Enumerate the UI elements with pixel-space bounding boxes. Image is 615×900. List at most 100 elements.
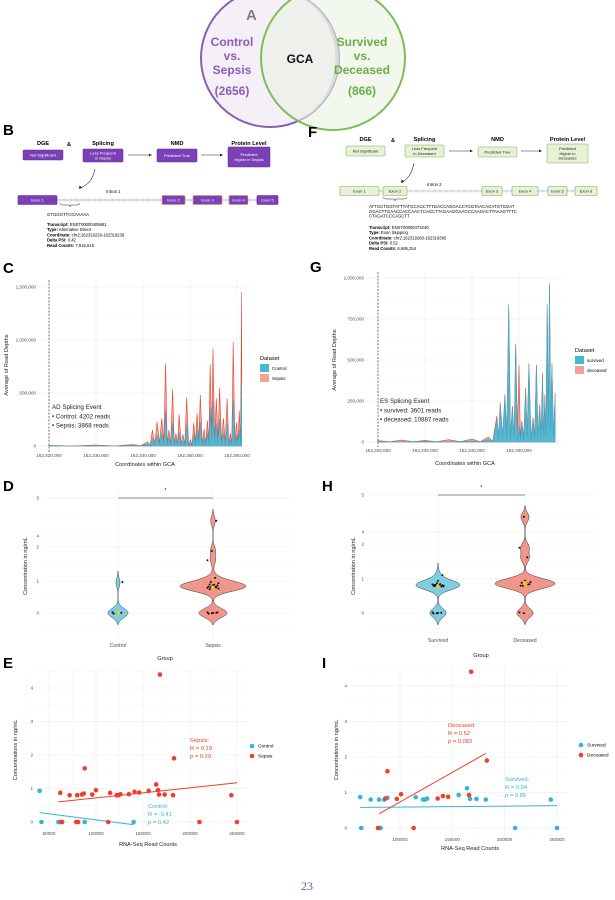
annotation-text: • Control: 4202 reads — [52, 413, 110, 420]
brace-icon — [59, 202, 81, 208]
x-tick-label: 162,340,000 — [459, 448, 485, 453]
data-point-sepsis — [75, 819, 81, 825]
step-box-text: Predicted True — [484, 149, 511, 154]
data-point — [208, 583, 211, 586]
venn-right-line1: Survived — [337, 35, 388, 49]
exon-box — [192, 195, 223, 205]
detail-key: Read Counts: — [369, 246, 396, 251]
data-point-sepsis — [105, 819, 111, 825]
annotation-text: • deceased: 10887 reads — [380, 417, 449, 424]
exon-box — [161, 195, 186, 205]
annotation-text: ES Splicing Event — [380, 398, 429, 405]
arrowhead-icon — [220, 153, 223, 157]
data-point-deceased — [466, 792, 472, 798]
data-point-control — [37, 788, 42, 794]
data-point-control — [131, 819, 136, 825]
step-title: Protein Level — [231, 141, 267, 147]
correlation-annotation: Survived: — [505, 777, 530, 783]
data-point — [440, 611, 443, 614]
x-tick-label: 162,340,000 — [130, 453, 156, 458]
step-box-text: Less Frequent — [90, 151, 116, 156]
detail-key: Delta PSI: — [47, 238, 67, 243]
area-series-control — [48, 382, 242, 447]
data-point — [433, 583, 436, 586]
exon-box — [228, 195, 249, 205]
data-point — [519, 584, 522, 587]
legend-label: Control — [258, 744, 273, 750]
data-point — [217, 587, 220, 590]
exon-label: Exon 3 — [201, 198, 214, 203]
legend-swatch — [575, 366, 584, 374]
data-point-deceased — [383, 796, 388, 801]
data-point — [213, 583, 216, 586]
data-point — [518, 611, 521, 614]
step-box — [22, 149, 64, 161]
step-box-text: Higher in Sepsis — [234, 157, 263, 162]
x-tick-label: 162,350,000 — [177, 453, 203, 458]
detail-key: Coordinate: — [369, 235, 393, 240]
violin-deceased — [494, 505, 556, 625]
data-point — [522, 612, 525, 615]
detail-key: Type: — [369, 230, 380, 235]
data-point-survived — [357, 794, 363, 800]
curved-arrow-icon — [401, 162, 415, 183]
step-box-text: in Sepsis — [95, 155, 111, 160]
data-point — [520, 581, 523, 584]
data-point — [441, 574, 444, 577]
step-box-text: Predicted True — [164, 153, 191, 158]
y-tick-label: 2 — [30, 753, 33, 758]
exon-box — [382, 186, 408, 196]
panel_b-diagram: B DGE Not Significant Splicing Less Frequent… — [3, 122, 279, 248]
x-tick-label: Survived — [428, 638, 448, 644]
data-point — [440, 585, 443, 588]
data-point-control — [39, 819, 44, 825]
data-point-survived — [424, 796, 430, 801]
venn-overlap-label: GCA — [287, 52, 314, 66]
panel-label-e: E — [3, 655, 13, 672]
regression-line-sepsis — [58, 782, 238, 803]
step-box-text: Predicted — [559, 146, 576, 151]
exon-box — [17, 195, 58, 205]
x-tick-label: 162,350,000 — [506, 448, 532, 453]
detail-row: Read Counts: 6,695,254 — [369, 246, 417, 251]
detail-row: Read Counts: 7,515,615 — [47, 243, 95, 248]
y-tick-label: 1,000,000 — [344, 276, 365, 281]
legend-label: Sepsis — [272, 376, 286, 381]
detail-row: Transcript: ENST00000473240 — [369, 225, 429, 230]
intron-label: Intron 2 — [427, 182, 442, 187]
venn-left-line2: vs. — [224, 49, 241, 63]
x-tick-label: 200000 — [497, 837, 513, 842]
data-point — [207, 612, 210, 615]
correlation-annotation: R = 0.52 — [448, 731, 470, 737]
venn-left-count: (2656) — [215, 84, 250, 98]
x-tick-label: 100000 — [88, 831, 104, 836]
y-axis-label: Concentrations in ng/mL — [334, 720, 340, 781]
area-chart-g: G Coordinates within GCA Average of Read D… — [310, 259, 607, 467]
x-tick-label: 50000 — [43, 831, 56, 836]
detail-row: Coordinate: chr2:162319260-162319395 — [369, 235, 447, 240]
arrowhead-icon — [401, 179, 405, 183]
exon-box — [511, 186, 539, 196]
step-box-text: in Deceased — [413, 151, 435, 156]
data-point — [209, 581, 212, 583]
data-point-sepsis — [156, 792, 162, 797]
detail-value: ENST00000409681 — [70, 222, 107, 227]
exon-box — [256, 195, 279, 205]
data-point-sepsis — [67, 792, 72, 798]
detail-key: Transcript: — [369, 225, 391, 230]
data-point-sepsis — [132, 789, 137, 795]
detail-value: ENST00000473240 — [392, 225, 429, 230]
detail-row: Transcript: ENST00000409681 — [47, 222, 107, 227]
data-point-sepsis — [153, 782, 159, 787]
curved-arrow-icon — [79, 168, 96, 189]
y-axis-label: Average of Read Depths — [4, 334, 10, 395]
arrowhead-icon — [539, 149, 542, 153]
legend-dot — [578, 752, 584, 758]
detail-row: Coordinate: chr2:162319226-162319239 — [47, 232, 125, 237]
data-point — [215, 586, 218, 589]
page-number: 23 — [301, 879, 313, 893]
data-point — [217, 582, 220, 585]
legend-label: deceased — [587, 368, 607, 373]
data-point-deceased — [385, 768, 390, 774]
detail-value: Exon Skipping — [381, 230, 408, 235]
